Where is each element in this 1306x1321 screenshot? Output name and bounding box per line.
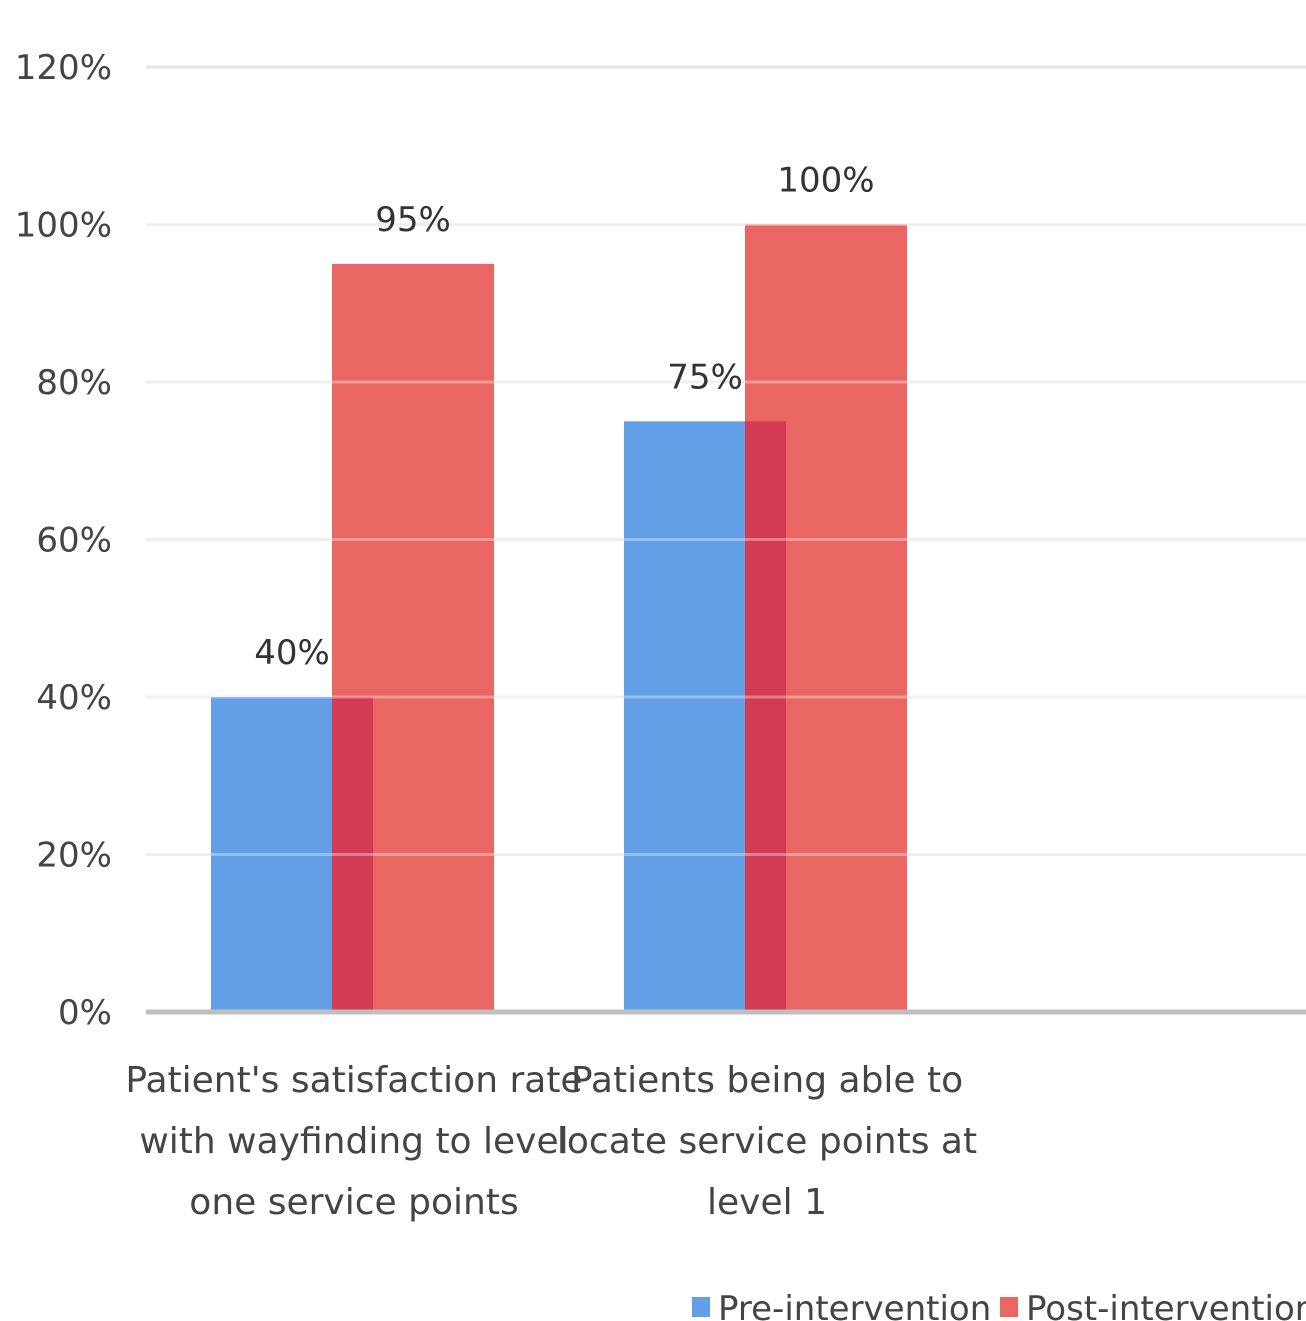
bars bbox=[146, 223, 1306, 1012]
data-label-post-intervention: 95% bbox=[375, 200, 451, 240]
legend-swatch bbox=[692, 1297, 710, 1317]
category-labels: Patient's satisfaction rate with wayfindi… bbox=[125, 1060, 977, 1223]
y-tick-label: 80% bbox=[36, 363, 112, 403]
data-label-pre-intervention: 40% bbox=[254, 633, 330, 673]
y-tick-label: 40% bbox=[36, 678, 112, 718]
legend-label: Post-intervention bbox=[1026, 1289, 1306, 1321]
data-label-post-intervention: 100% bbox=[777, 161, 874, 201]
y-tick-label: 120% bbox=[15, 48, 112, 88]
y-tick-label: 60% bbox=[36, 521, 112, 561]
bar-overlap bbox=[332, 697, 373, 1012]
y-tick-label: 20% bbox=[36, 836, 112, 876]
category-label: one service points bbox=[189, 1182, 518, 1223]
legend: Pre-intervention Post-intervention bbox=[692, 1289, 1306, 1321]
category-label: level 1 bbox=[707, 1182, 827, 1223]
y-axis-ticks: 0% 20% 40% 60% 80% 100% 120% bbox=[15, 48, 112, 1033]
data-labels: 40% 95% 75% 100% bbox=[254, 161, 874, 674]
category-label: locate service points at bbox=[557, 1121, 977, 1162]
category-label: Patient's satisfaction rate bbox=[125, 1060, 582, 1101]
category-label: with wayfinding to level bbox=[139, 1121, 568, 1162]
bar-overlap bbox=[745, 421, 786, 1012]
legend-label: Pre-intervention bbox=[718, 1289, 991, 1321]
y-tick-label: 0% bbox=[58, 993, 112, 1033]
category-label: Patients being able to bbox=[571, 1060, 963, 1101]
y-tick-label: 100% bbox=[15, 206, 112, 246]
legend-swatch bbox=[1000, 1297, 1018, 1317]
data-label-pre-intervention: 75% bbox=[667, 357, 743, 397]
